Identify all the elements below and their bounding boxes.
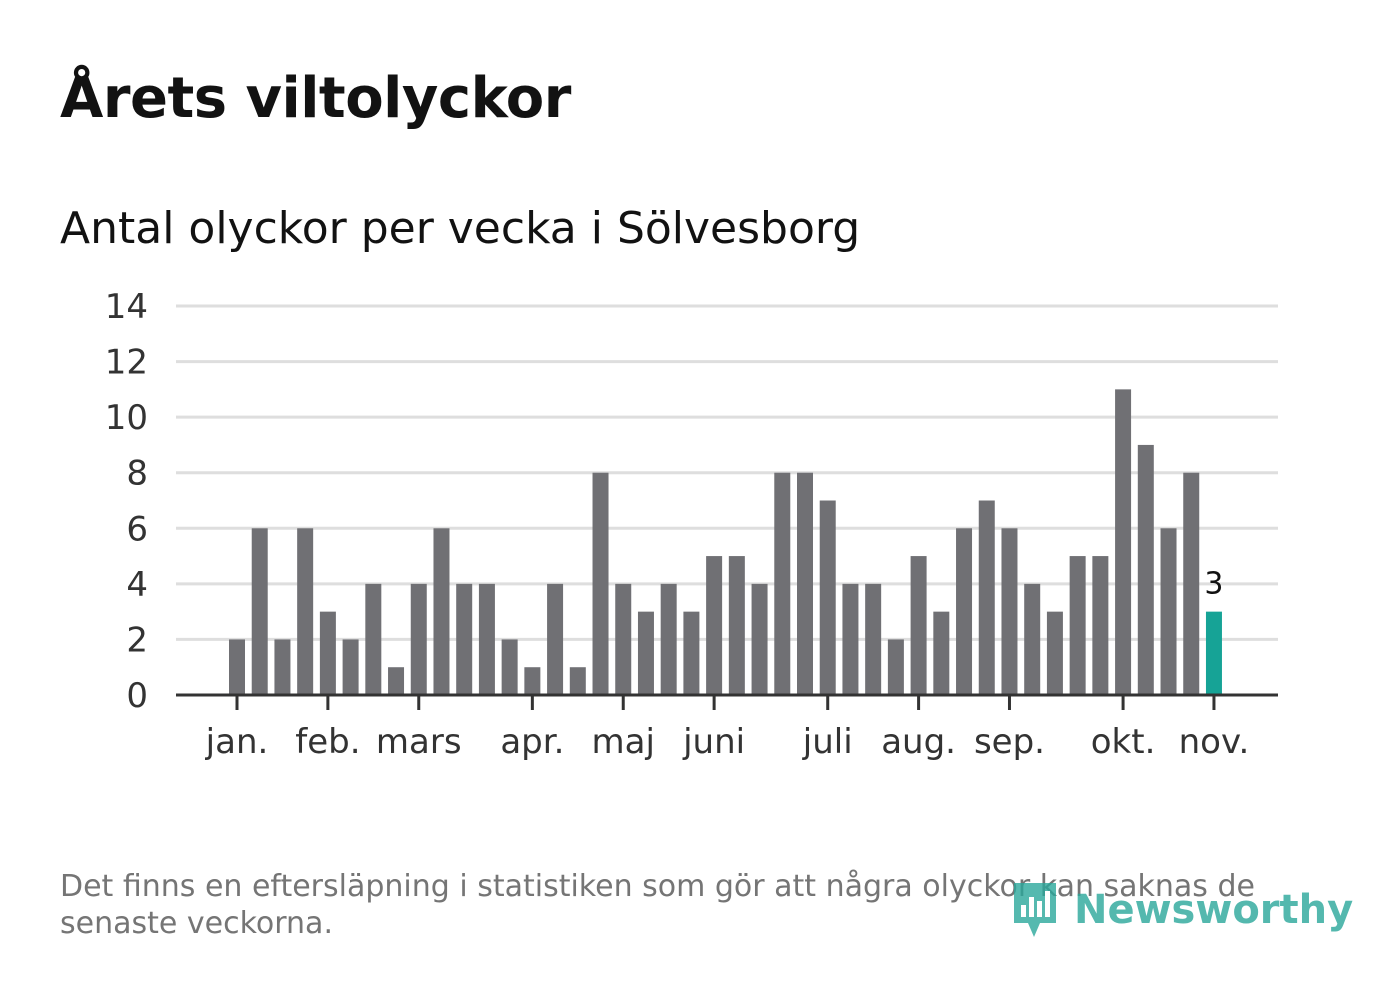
bar	[728, 556, 745, 695]
bar	[319, 611, 336, 695]
bar	[751, 583, 768, 695]
x-tick-label: okt.	[1091, 722, 1156, 762]
bar	[501, 639, 518, 695]
bar	[1069, 556, 1086, 695]
bar	[592, 472, 609, 695]
newsworthy-logo-icon	[1014, 883, 1056, 937]
bar	[615, 583, 632, 695]
x-tick-label: feb.	[295, 722, 360, 762]
bar	[660, 583, 677, 695]
y-tick-label: 14	[105, 287, 148, 327]
x-tick-label: jan.	[205, 722, 269, 762]
bar	[819, 500, 836, 695]
bar	[342, 639, 359, 695]
x-tick-label: apr.	[500, 722, 564, 762]
y-tick-label: 8	[126, 454, 148, 494]
bar	[842, 583, 859, 695]
bar	[524, 667, 541, 695]
bar	[865, 583, 882, 695]
bar	[229, 639, 245, 695]
bar	[365, 583, 382, 695]
y-tick-label: 6	[126, 509, 148, 549]
x-tick-label: sep.	[974, 722, 1045, 762]
bar	[433, 528, 450, 695]
chart-title: Årets viltolyckor	[60, 66, 571, 131]
bar	[410, 583, 427, 695]
x-tick-label: juni	[682, 722, 745, 762]
bar	[478, 583, 495, 695]
y-tick-label: 2	[126, 620, 148, 660]
bar	[956, 528, 973, 695]
bar	[910, 556, 927, 695]
x-tick-label: mars	[376, 722, 462, 762]
axes: 0 2 4 6 8 10 12 14 3 jan. feb. mars apr. maj juni juli a…	[105, 287, 1278, 762]
bar	[388, 667, 405, 695]
x-tick-label: juli	[802, 722, 853, 762]
bar	[1024, 583, 1041, 695]
bar-highlight	[1205, 611, 1222, 695]
bar	[887, 639, 904, 695]
data-label: 3	[1204, 567, 1223, 602]
bar	[706, 556, 723, 695]
x-tick-label: maj	[592, 722, 655, 762]
y-tick-label: 10	[105, 398, 148, 438]
bar	[774, 472, 791, 695]
y-tick-label: 4	[126, 565, 148, 605]
bars	[229, 389, 1222, 695]
bar	[297, 528, 314, 695]
bar	[547, 583, 564, 695]
x-tick-label: aug.	[881, 722, 956, 762]
bar	[1137, 444, 1154, 695]
bar	[978, 500, 995, 695]
bar	[251, 528, 268, 695]
bar	[933, 611, 950, 695]
bar	[1183, 472, 1200, 695]
y-tick-label: 0	[126, 676, 148, 716]
bar	[1160, 528, 1177, 695]
y-tick-label: 12	[105, 343, 148, 383]
bar	[569, 667, 586, 695]
bar	[1046, 611, 1063, 695]
bar	[1092, 556, 1109, 695]
x-tick-label: nov.	[1179, 722, 1250, 762]
chart-subtitle: Antal olyckor per vecka i Sölvesborg	[60, 203, 861, 254]
bar-chart: 0 2 4 6 8 10 12 14 3 jan. feb. mars apr. maj juni juli a…	[105, 287, 1278, 762]
newsworthy-logo: Newsworthy	[1010, 878, 1353, 942]
bar	[797, 472, 813, 695]
bar	[637, 611, 654, 695]
bar	[274, 639, 291, 695]
newsworthy-logo-text: Newsworthy	[1074, 887, 1354, 933]
bar	[1001, 528, 1018, 695]
bar	[456, 583, 473, 695]
gridlines	[176, 304, 1278, 641]
bar	[683, 611, 700, 695]
bar	[1115, 389, 1132, 695]
